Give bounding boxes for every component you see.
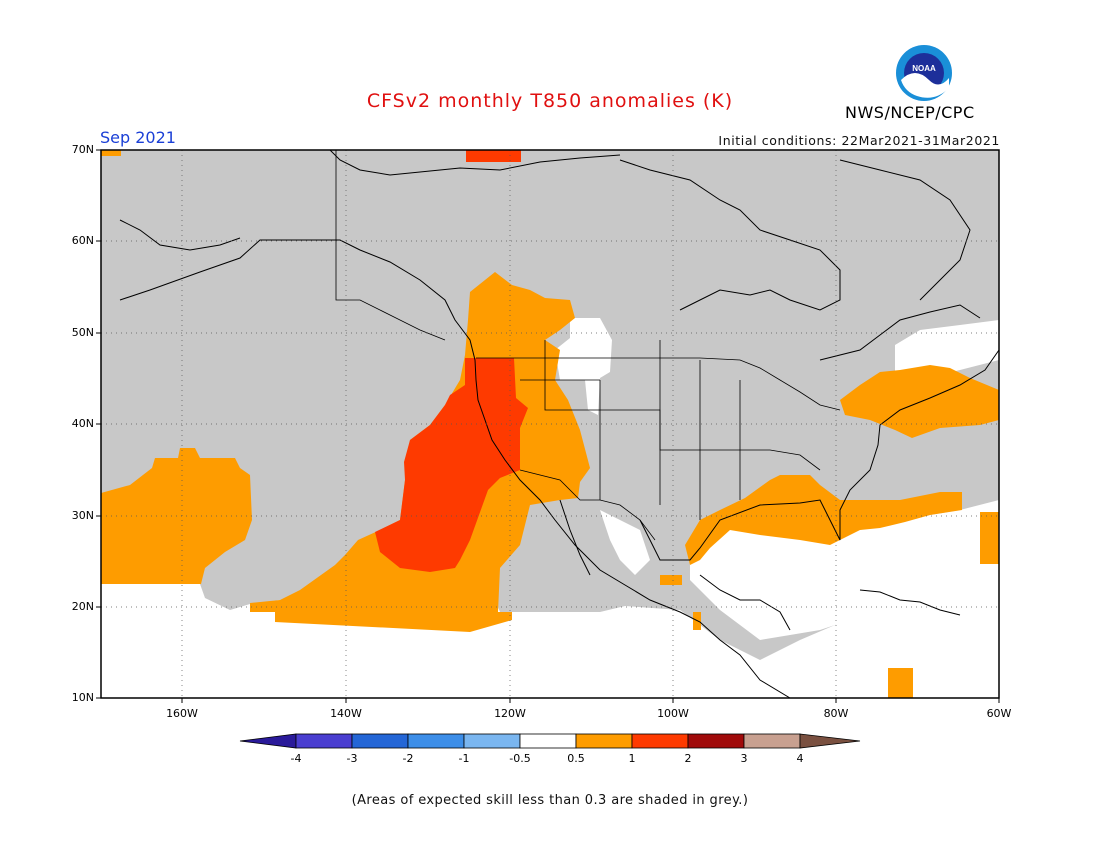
- axis-ticks: [96, 149, 1000, 703]
- lat-label-60n: 60N: [71, 234, 94, 247]
- colorbar-label: -0.5: [509, 752, 531, 765]
- map-title: CFSv2 monthly T850 anomalies (K): [366, 90, 734, 112]
- colorbar-label: 1: [628, 752, 636, 765]
- colorbar-segment-4-3: [295, 733, 353, 749]
- colorbar-segment-lt-4: [239, 733, 297, 749]
- colorbar-label: 3: [740, 752, 748, 765]
- anomaly-0p5-1-arctic: [101, 150, 121, 156]
- colorbar-label: -3: [346, 752, 358, 765]
- colorbar-label: 4: [796, 752, 804, 765]
- anomaly-0p5-1-gulf-spot: [660, 575, 682, 585]
- colorbar-segment-gt-4: [799, 733, 861, 749]
- coastlines: [119, 150, 999, 698]
- colorbar-label: -4: [290, 752, 302, 765]
- lon-label-60w: 60W: [986, 707, 1012, 720]
- colorbar-label: 2: [684, 752, 692, 765]
- initial-conditions: Initial conditions: 22Mar2021-31Mar2021: [718, 133, 1000, 148]
- neutral-region-northeast: [895, 320, 999, 380]
- lat-label-40n: 40N: [71, 417, 94, 430]
- skill-note: (Areas of expected skill less than 0.3 a…: [351, 793, 749, 808]
- anomaly-0p5-1-northeast: [840, 365, 999, 438]
- political-borders: [335, 150, 841, 541]
- noaa-logo: NOAA: [896, 45, 952, 101]
- lon-label-120w: 120W: [494, 707, 526, 720]
- colorbar-label: -2: [402, 752, 414, 765]
- colorbar-segment-1-05: [463, 733, 521, 749]
- colorbar-segment-05-05: [519, 733, 577, 749]
- lon-label-160w: 160W: [166, 707, 198, 720]
- lon-label-100w: 100W: [657, 707, 689, 720]
- colorbar-segment-05-1: [575, 733, 633, 749]
- colorbar-segment-2-3: [687, 733, 745, 749]
- colorbar-segment-3-4: [743, 733, 801, 749]
- lat-label-30n: 30N: [71, 509, 94, 522]
- noaa-logo-text: NOAA: [912, 64, 936, 73]
- colorbar-label: 0.5: [567, 752, 585, 765]
- anomaly-0p5-1-atlantic: [980, 512, 999, 564]
- lat-label-50n: 50N: [71, 326, 94, 339]
- anomaly-0p5-1-southeast: [685, 475, 962, 565]
- lon-label-140w: 140W: [330, 707, 362, 720]
- lat-label-70n: 70N: [71, 143, 94, 156]
- anomaly-0p5-1-caribbean: [888, 668, 913, 698]
- neutral-region-rockies: [555, 318, 612, 415]
- neutral-region-mexico: [600, 510, 650, 575]
- lat-label-10n: 10N: [71, 691, 94, 704]
- colorbar-segment-3-2: [351, 733, 409, 749]
- lat-label-20n: 20N: [71, 600, 94, 613]
- anomaly-1-2-region: [375, 358, 528, 572]
- colorbar-segment-1-2: [631, 733, 689, 749]
- agency-label: NWS/NCEP/CPC: [845, 103, 975, 122]
- colorbar: [239, 733, 861, 749]
- anomaly-1-2-arctic: [466, 150, 521, 162]
- lon-label-80w: 80W: [823, 707, 849, 720]
- forecast-month: Sep 2021: [100, 128, 176, 147]
- colorbar-label: -1: [458, 752, 470, 765]
- colorbar-segment-2-1: [407, 733, 465, 749]
